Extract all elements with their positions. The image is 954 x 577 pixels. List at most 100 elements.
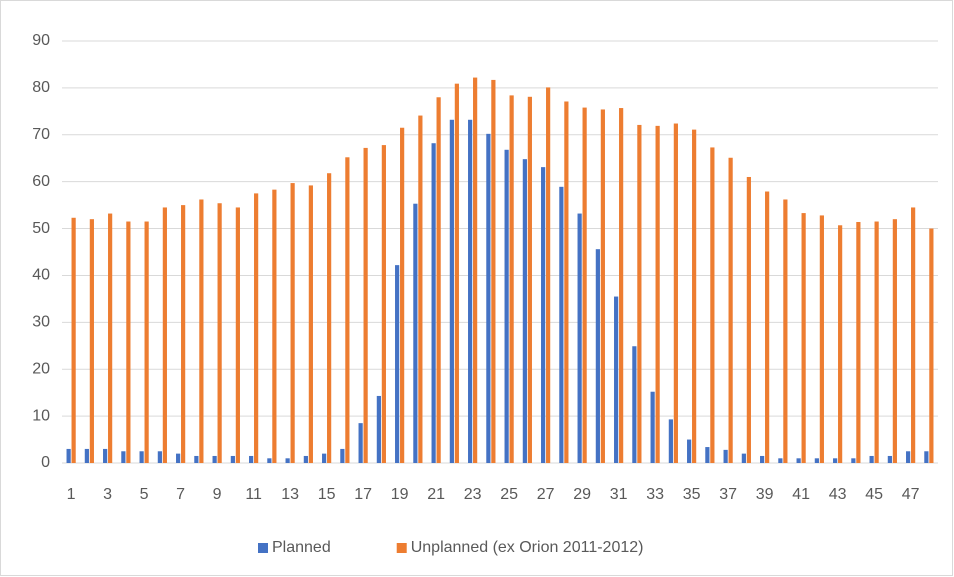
bar xyxy=(687,439,692,463)
x-tick-label: 17 xyxy=(354,486,372,503)
bar xyxy=(527,96,532,463)
x-tick-label: 15 xyxy=(318,486,336,503)
bar xyxy=(144,221,149,463)
bar xyxy=(892,219,897,463)
bar xyxy=(431,143,436,463)
bar xyxy=(765,191,770,463)
bar xyxy=(705,447,710,463)
x-tick-label: 29 xyxy=(573,486,591,503)
bar xyxy=(400,127,405,463)
bar xyxy=(212,455,217,463)
bar xyxy=(162,207,167,463)
bar xyxy=(249,455,254,463)
bar xyxy=(126,221,131,463)
bar xyxy=(473,77,478,463)
x-tick-label: 25 xyxy=(500,486,518,503)
bar xyxy=(194,455,199,463)
bar xyxy=(559,186,564,463)
bar xyxy=(760,455,765,463)
bar xyxy=(911,207,916,463)
bar xyxy=(929,228,934,463)
bar xyxy=(418,115,423,463)
y-tick-label: 30 xyxy=(32,314,50,331)
bar xyxy=(285,458,290,463)
bar xyxy=(322,453,327,463)
x-tick-label: 13 xyxy=(281,486,299,503)
legend-label: Unplanned (ex Orion 2011-2012) xyxy=(411,539,644,556)
bar xyxy=(650,391,655,463)
y-tick-label: 80 xyxy=(32,79,50,96)
bar xyxy=(181,205,186,463)
x-tick-label: 39 xyxy=(756,486,774,503)
y-tick-label: 0 xyxy=(41,454,50,471)
x-tick-label: 11 xyxy=(245,486,262,503)
bar xyxy=(546,87,551,464)
bar xyxy=(84,448,89,463)
bar xyxy=(814,458,819,463)
bar xyxy=(600,109,605,464)
x-tick-label: 5 xyxy=(140,486,149,503)
bar xyxy=(564,101,569,463)
y-tick-label: 70 xyxy=(32,126,50,143)
bar xyxy=(157,451,162,463)
bar xyxy=(582,107,587,464)
bar xyxy=(838,225,843,463)
legend-swatch xyxy=(258,543,268,553)
bar xyxy=(395,265,400,463)
bar xyxy=(254,193,259,463)
legend-swatch xyxy=(396,543,407,553)
y-tick-label: 60 xyxy=(32,173,50,190)
x-tick-label: 41 xyxy=(792,486,810,503)
bar xyxy=(637,124,642,463)
bar xyxy=(199,199,204,464)
bar xyxy=(541,167,546,463)
bar xyxy=(272,189,277,464)
bar xyxy=(267,458,272,463)
bar xyxy=(710,147,715,463)
bar xyxy=(741,453,746,463)
bar xyxy=(327,173,332,463)
bar xyxy=(376,395,381,463)
bar xyxy=(217,203,222,464)
bar xyxy=(619,108,624,463)
bar xyxy=(66,448,71,463)
bar xyxy=(381,145,386,464)
x-tick-label: 7 xyxy=(176,486,185,503)
y-tick-label: 90 xyxy=(32,32,50,49)
bar xyxy=(290,183,295,463)
legend-label: Planned xyxy=(272,539,331,556)
bar xyxy=(906,451,911,463)
x-tick-label: 1 xyxy=(67,486,76,503)
bar xyxy=(887,455,892,463)
bar xyxy=(468,119,473,464)
bar xyxy=(655,125,660,463)
bar xyxy=(614,296,619,463)
y-tick-label: 10 xyxy=(32,407,50,424)
bar xyxy=(340,448,345,463)
bar xyxy=(632,346,637,463)
bar xyxy=(486,133,491,463)
bar xyxy=(924,451,929,463)
bar xyxy=(235,207,240,463)
bar xyxy=(413,203,418,463)
bar xyxy=(358,423,363,463)
bar xyxy=(345,157,350,464)
bar xyxy=(723,449,728,463)
bar xyxy=(139,451,144,463)
x-tick-label: 31 xyxy=(610,486,628,503)
bar xyxy=(522,159,527,463)
bar xyxy=(668,419,673,463)
bar xyxy=(673,123,678,463)
x-tick-label: 33 xyxy=(646,486,664,503)
bar xyxy=(108,213,113,463)
x-tick-label: 19 xyxy=(391,486,409,503)
bar xyxy=(103,448,108,463)
bar xyxy=(308,185,313,463)
x-tick-label: 23 xyxy=(464,486,482,503)
bar xyxy=(303,455,308,463)
bar xyxy=(851,458,856,463)
y-tick-label: 20 xyxy=(32,360,50,377)
bar xyxy=(595,249,600,463)
x-tick-label: 45 xyxy=(865,486,883,503)
